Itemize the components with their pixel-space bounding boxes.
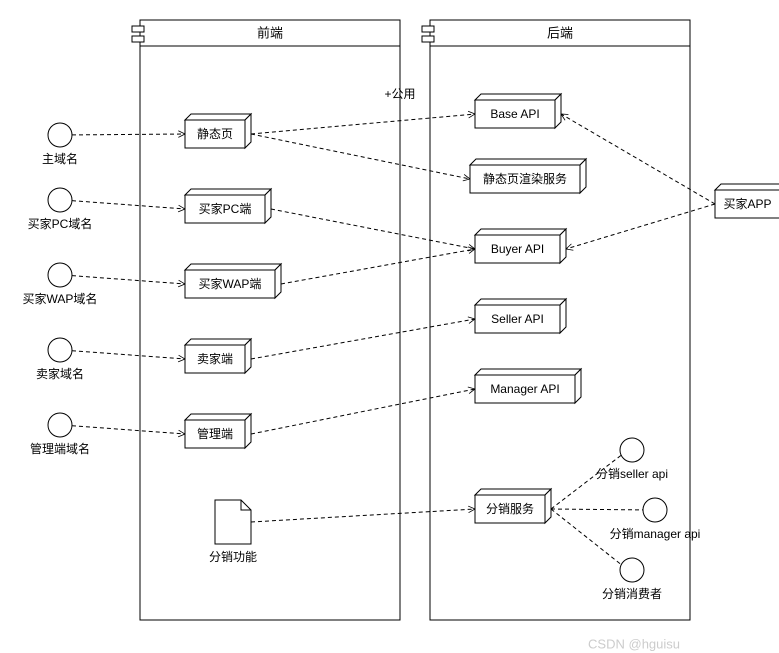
edge-n_mgrc-n_mgrapi [251,389,475,434]
svg-text:卖家端: 卖家端 [197,351,233,366]
interface-c_main [48,123,72,147]
interface-c_buyerwap [48,263,72,287]
interface-c_dsell [620,438,644,462]
interface-c_seller [48,338,72,362]
svg-text:分销seller api: 分销seller api [596,467,668,481]
svg-text:Manager API: Manager API [490,382,559,396]
package-frontend [132,20,400,620]
svg-text:买家APP: 买家APP [723,196,771,211]
svg-text:CSDN @hguisu: CSDN @hguisu [588,636,680,651]
svg-text:管理端域名: 管理端域名 [30,441,90,456]
svg-text:分销服务: 分销服务 [486,501,534,516]
svg-text:分销manager api: 分销manager api [610,527,701,541]
interface-c_dmgr [643,498,667,522]
edge-c_buyerwap-n_buyerwap [72,276,185,284]
svg-text:买家PC端: 买家PC端 [199,201,252,216]
svg-text:静态页: 静态页 [197,127,233,141]
svg-text:主域名: 主域名 [42,151,78,166]
interface-c_buyerpc [48,188,72,212]
node-n_distfn [215,500,251,544]
interface-c_manager [48,413,72,437]
edge-c_manager-n_mgrc [72,426,185,434]
edge-n_distfn-n_distsvc [251,509,475,522]
edge-c_buyerpc-n_buyerpc [72,201,185,209]
interface-c_dcons [620,558,644,582]
edge-n_distsvc-c_dmgr [551,509,643,510]
svg-text:+公用: +公用 [384,87,415,101]
svg-text:Buyer API: Buyer API [491,242,544,256]
edge-c_seller-n_sellerc [72,351,185,359]
svg-text:分销功能: 分销功能 [209,550,257,564]
svg-text:买家WAP域名: 买家WAP域名 [23,291,98,306]
svg-text:前端: 前端 [257,25,283,40]
svg-text:管理端: 管理端 [197,426,233,441]
svg-text:后端: 后端 [547,25,573,40]
edge-n_static-n_baseapi [251,114,475,134]
svg-text:买家WAP端: 买家WAP端 [199,276,262,291]
svg-text:Base API: Base API [490,107,539,121]
svg-text:买家PC域名: 买家PC域名 [28,216,93,231]
svg-text:分销消费者: 分销消费者 [602,587,662,601]
edge-n_app-n_buyerapi [566,204,715,249]
edge-n_sellerc-n_sellerapi [251,319,475,359]
svg-text:Seller API: Seller API [491,312,544,326]
edge-n_static-n_render [251,134,470,179]
edge-c_main-n_static [72,134,185,135]
edge-n_buyerwap-n_buyerapi [281,249,475,284]
svg-text:静态页渲染服务: 静态页渲染服务 [483,171,567,186]
edge-n_distsvc-c_dsell [551,455,621,509]
edge-n_buyerpc-n_buyerapi [271,209,475,249]
svg-text:卖家域名: 卖家域名 [36,366,84,381]
